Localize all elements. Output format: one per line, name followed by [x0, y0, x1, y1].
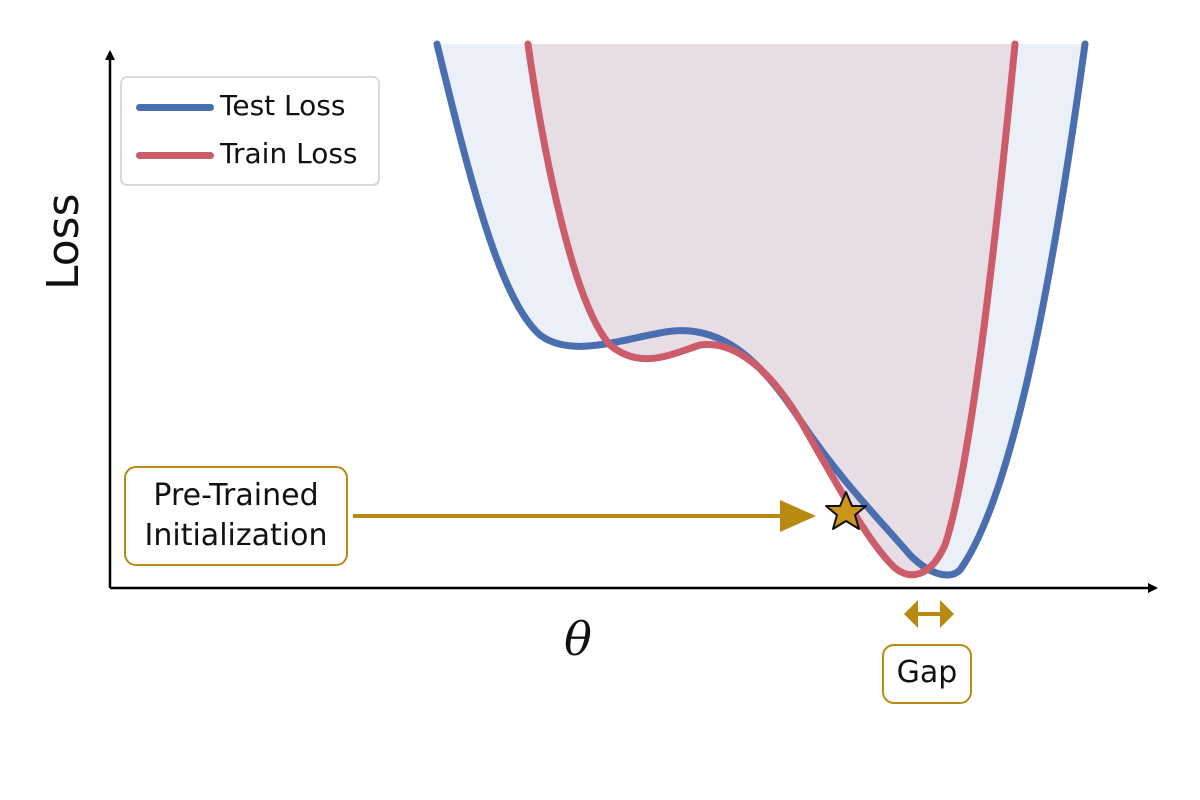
star-icon [825, 491, 867, 530]
init-callout-line2: Initialization [144, 518, 328, 553]
legend-test-label: Test Loss [220, 89, 346, 122]
double-arrow-icon [904, 600, 954, 628]
x-axis-label: θ [564, 612, 592, 666]
gap-label: Gap [896, 655, 958, 690]
legend: Test Loss Train Loss [120, 76, 380, 186]
gap-callout: Gap [882, 644, 972, 704]
legend-train-swatch [136, 152, 214, 159]
train-loss-fill [528, 44, 1015, 575]
y-axis-label: Loss [38, 193, 89, 290]
init-callout: Pre-Trained Initialization [124, 466, 348, 566]
legend-train-label: Train Loss [220, 137, 358, 170]
legend-test-swatch [136, 104, 214, 111]
init-callout-line1: Pre-Trained [153, 478, 319, 513]
init-arrow-head [780, 500, 816, 532]
train-loss-curve [524, 40, 1019, 579]
